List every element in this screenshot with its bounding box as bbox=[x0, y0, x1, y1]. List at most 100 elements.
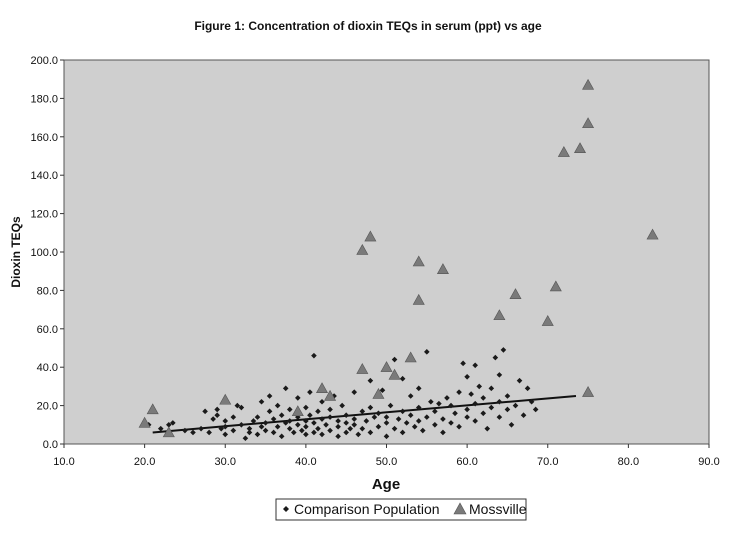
comparison-point bbox=[387, 402, 394, 409]
comparison-point bbox=[383, 420, 390, 426]
comparison-point bbox=[375, 423, 382, 430]
mossville-point bbox=[162, 426, 175, 438]
comparison-point bbox=[359, 408, 366, 415]
legend: Comparison Population Mossville bbox=[275, 498, 527, 521]
comparison-point bbox=[472, 362, 478, 369]
comparison-point bbox=[432, 422, 438, 428]
comparison-point bbox=[311, 429, 317, 436]
comparison-point bbox=[528, 398, 535, 405]
comparison-point bbox=[339, 402, 345, 409]
comparison-point bbox=[359, 425, 366, 432]
comparison-point bbox=[315, 425, 321, 432]
comparison-point bbox=[403, 420, 410, 426]
comparison-point bbox=[278, 412, 285, 418]
comparison-point bbox=[319, 398, 325, 405]
comparison-point bbox=[222, 418, 229, 424]
mossville-point bbox=[356, 363, 369, 374]
comparison-point bbox=[371, 414, 378, 420]
comparison-point bbox=[460, 360, 466, 367]
y-tick-label: 40.0 bbox=[37, 362, 58, 374]
comparison-point bbox=[399, 429, 406, 436]
y-tick-label: 180.0 bbox=[30, 93, 58, 105]
comparison-point bbox=[274, 402, 281, 409]
comparison-point bbox=[282, 385, 289, 392]
comparison-point bbox=[363, 418, 370, 424]
comparison-point bbox=[424, 414, 430, 420]
y-axis-ticks: 0.0 20.0 40.0 60.0 80.0 100.0 120.0 140.0 160.0 1… bbox=[30, 55, 64, 451]
comparison-point bbox=[290, 429, 297, 436]
comparison-point bbox=[270, 416, 277, 422]
comparison-point bbox=[488, 385, 495, 392]
mossville-point bbox=[364, 230, 377, 242]
comparison-point bbox=[512, 402, 519, 409]
comparison-point bbox=[367, 377, 374, 384]
comparison-point bbox=[351, 422, 358, 428]
comparison-point bbox=[242, 435, 249, 442]
x-tick-label: 20.0 bbox=[134, 456, 155, 468]
comparison-point bbox=[202, 408, 208, 415]
mossville-point bbox=[509, 288, 522, 299]
comparison-point bbox=[222, 431, 229, 438]
comparison-point bbox=[496, 398, 503, 405]
comparison-point bbox=[323, 422, 329, 428]
comparison-point bbox=[496, 414, 503, 420]
comparison-point bbox=[379, 387, 386, 394]
mossville-point bbox=[646, 228, 659, 240]
comparison-point bbox=[480, 410, 487, 417]
comparison-point bbox=[270, 429, 277, 436]
comparison-point bbox=[424, 349, 430, 355]
comparison-point bbox=[399, 375, 406, 382]
comparison-point bbox=[407, 393, 414, 399]
y-tick-label: 100.0 bbox=[30, 247, 58, 259]
comparison-point bbox=[367, 404, 374, 411]
comparison-point bbox=[347, 425, 354, 432]
comparison-point bbox=[399, 408, 406, 415]
comparison-point bbox=[432, 408, 438, 415]
comparison-point bbox=[258, 398, 265, 405]
comparison-point bbox=[274, 423, 281, 430]
comparison-point bbox=[468, 391, 474, 397]
comparison-point bbox=[476, 383, 483, 390]
comparison-point bbox=[464, 414, 470, 420]
comparison-point bbox=[444, 395, 450, 401]
comparison-point bbox=[508, 422, 515, 428]
x-axis-label: Age bbox=[372, 476, 400, 493]
y-axis-label: Dioxin TEQs bbox=[9, 216, 23, 288]
comparison-point bbox=[335, 423, 341, 430]
comparison-point bbox=[286, 406, 293, 413]
mossville-point bbox=[324, 389, 337, 401]
mossville-point bbox=[549, 280, 562, 292]
comparison-point bbox=[516, 377, 523, 384]
comparison-point bbox=[299, 427, 305, 434]
comparison-point bbox=[262, 427, 269, 434]
y-tick-label: 60.0 bbox=[37, 324, 58, 336]
comparison-point bbox=[428, 398, 434, 405]
comparison-point bbox=[504, 406, 511, 413]
comparison-point bbox=[286, 425, 293, 432]
mossville-point bbox=[146, 403, 159, 415]
comparison-point bbox=[295, 422, 301, 428]
comparison-point bbox=[520, 412, 527, 418]
comparison-point bbox=[472, 418, 478, 424]
comparison-point bbox=[343, 412, 349, 418]
comparison-point bbox=[524, 385, 531, 392]
comparison-point bbox=[484, 425, 491, 432]
comparison-point bbox=[254, 431, 261, 438]
comparison-point bbox=[238, 404, 245, 411]
comparison-point bbox=[452, 410, 458, 417]
comparison-point bbox=[266, 408, 273, 415]
mossville-point bbox=[412, 293, 425, 305]
comparison-point bbox=[343, 420, 349, 426]
comparison-point bbox=[367, 429, 374, 436]
comparison-point bbox=[411, 423, 418, 430]
comparison-point bbox=[182, 427, 188, 434]
comparison-point bbox=[230, 414, 237, 420]
comparison-point bbox=[532, 406, 539, 413]
comparison-point bbox=[464, 374, 470, 380]
legend-label-comparison: Comparison Population bbox=[294, 501, 440, 517]
comparison-point bbox=[262, 420, 269, 426]
comparison-point bbox=[214, 412, 220, 418]
mossville-point bbox=[219, 393, 232, 405]
comparison-point bbox=[335, 433, 341, 440]
